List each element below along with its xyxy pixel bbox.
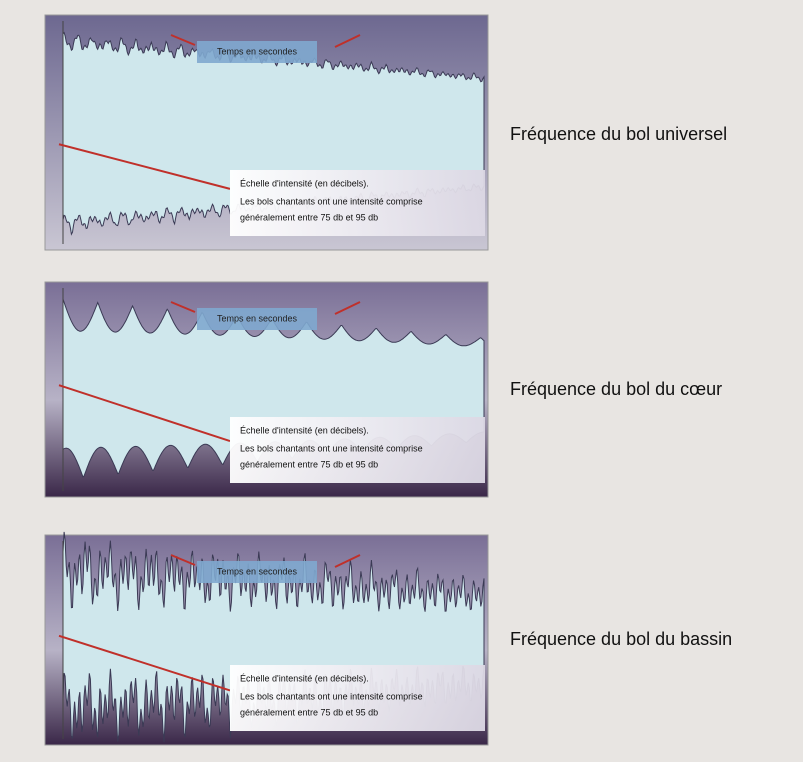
scale-box (230, 665, 485, 731)
caption: Fréquence du bol du cœur (510, 379, 722, 399)
arrow (334, 554, 361, 568)
scale-box (230, 170, 485, 236)
time-label: Temps en secondes (217, 46, 298, 56)
time-label: Temps en secondes (217, 566, 298, 576)
scale-title: Échelle d'intensité (en décibels). (240, 178, 369, 188)
arrow (170, 34, 196, 46)
scale-text: généralement entre 75 db et 95 db (240, 212, 378, 222)
arrow (170, 554, 196, 566)
caption: Fréquence du bol du bassin (510, 629, 732, 649)
pointer-line (58, 143, 231, 190)
time-label: Temps en secondes (217, 313, 298, 323)
figure: Temps en secondes Échelle d'intensité (en… (44, 281, 722, 498)
caption: Fréquence du bol universel (510, 124, 727, 144)
scale-title: Échelle d'intensité (en décibels). (240, 425, 369, 435)
scale-text: Les bols chantants ont une intensité com… (240, 691, 423, 701)
pointer-line (58, 634, 231, 692)
figure: Temps en secondes Échelle d'intensité (en… (44, 531, 732, 746)
scale-text: généralement entre 75 db et 95 db (240, 459, 378, 469)
scale-title: Échelle d'intensité (en décibels). (240, 673, 369, 683)
pointer-line (58, 384, 231, 443)
time-label-box (197, 561, 317, 583)
arrow (170, 301, 196, 313)
figures: Temps en secondes Échelle d'intensité (en… (44, 14, 732, 746)
scale-text: Les bols chantants ont une intensité com… (240, 196, 423, 206)
scale-box (230, 417, 485, 483)
scale-text: généralement entre 75 db et 95 db (240, 707, 378, 717)
time-label-box (197, 308, 317, 330)
arrow (334, 301, 361, 315)
arrow (334, 34, 361, 48)
time-label-box (197, 41, 317, 63)
figure: Temps en secondes Échelle d'intensité (en… (44, 14, 727, 251)
scale-text: Les bols chantants ont une intensité com… (240, 443, 423, 453)
